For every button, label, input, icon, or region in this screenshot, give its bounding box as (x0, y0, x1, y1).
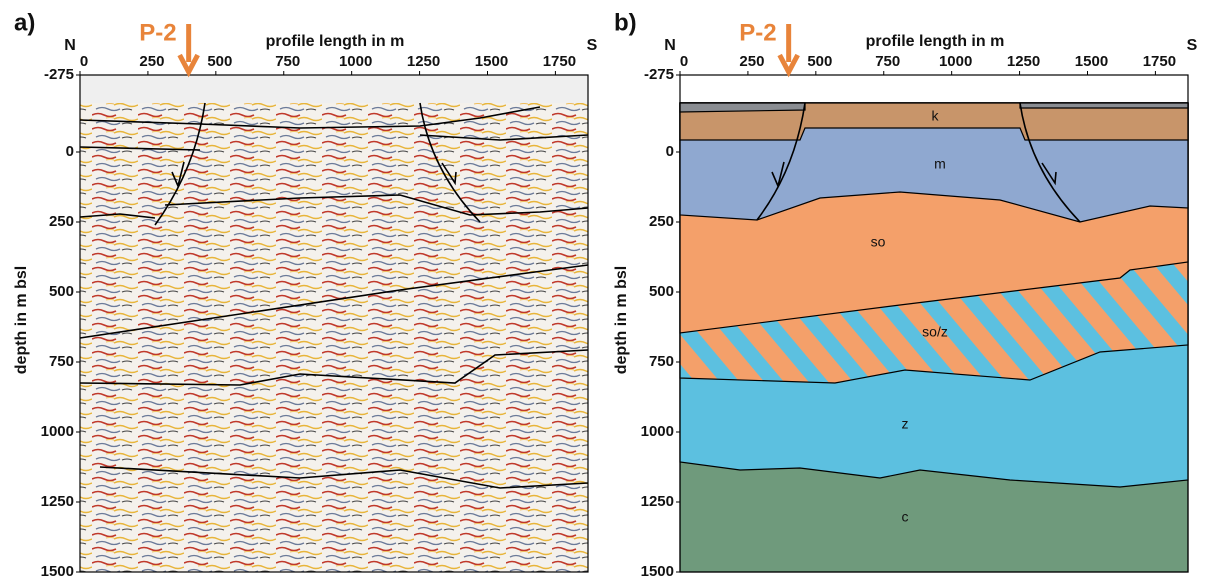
well-label: P-2 (139, 19, 176, 46)
y-tick-label: 750 (649, 353, 674, 370)
south-label: S (1187, 37, 1198, 54)
seismic-section (80, 75, 588, 572)
y-tick-label: 1250 (641, 493, 674, 510)
y-tick-label: 500 (649, 283, 674, 300)
y-tick-label: 250 (49, 213, 74, 230)
well-arrow (777, 24, 800, 78)
north-label: N (664, 37, 676, 54)
unit-label: z (902, 416, 909, 432)
x-tick-label: 750 (275, 53, 300, 70)
y-tick-label: 1500 (41, 563, 74, 579)
unit-label: so (871, 234, 886, 250)
x-tick-label: 1250 (407, 53, 440, 70)
x-axis-title: profile length in m (266, 33, 405, 50)
x-tick-label: 500 (807, 53, 832, 70)
panel-label: a) (14, 9, 35, 36)
x-tick-label: 0 (80, 53, 88, 70)
south-label: S (587, 37, 598, 54)
y-tick-label: 500 (49, 283, 74, 300)
y-tick-label: 0 (666, 143, 674, 160)
y-tick-label: -275 (644, 66, 674, 83)
y-tick-label: 750 (49, 353, 74, 370)
x-tick-label: 1500 (475, 53, 508, 70)
y-tick-label: 1000 (641, 423, 674, 440)
y-tick-label: 250 (649, 213, 674, 230)
unit-label: k (932, 108, 940, 124)
x-tick-label: 250 (139, 53, 164, 70)
x-tick-label: 1000 (939, 53, 972, 70)
x-tick-label: 0 (680, 53, 688, 70)
x-tick-label: 250 (739, 53, 764, 70)
y-axis-title: depth in m bsl (13, 266, 30, 374)
y-axis-title: depth in m bsl (613, 266, 630, 374)
well-label: P-2 (739, 19, 776, 46)
x-tick-label: 1000 (339, 53, 372, 70)
x-tick-label: 1500 (1075, 53, 1108, 70)
horizons (79, 75, 589, 489)
y-tick-label: -275 (44, 66, 74, 83)
x-axis-title: profile length in m (866, 33, 1005, 50)
geologic-units: k m so so/z z c (679, 102, 1189, 573)
well-arrow (177, 24, 200, 78)
x-tick-label: 500 (207, 53, 232, 70)
north-label: N (64, 37, 76, 54)
unit-label: m (934, 156, 946, 172)
y-tick-label: 1000 (41, 423, 74, 440)
y-tick-label: 1500 (641, 563, 674, 579)
x-tick-label: 1250 (1007, 53, 1040, 70)
unit-label: c (902, 509, 909, 525)
y-tick-label: 1250 (41, 493, 74, 510)
x-tick-label: 1750 (1143, 53, 1176, 70)
x-tick-label: 750 (875, 53, 900, 70)
y-tick-label: 0 (66, 143, 74, 160)
plot-frame (679, 74, 1189, 573)
panel-background (80, 75, 588, 572)
unit-label: so/z (922, 324, 948, 340)
plot-frame (79, 74, 589, 573)
x-tick-label: 1750 (543, 53, 576, 70)
panel-label: b) (614, 9, 637, 36)
